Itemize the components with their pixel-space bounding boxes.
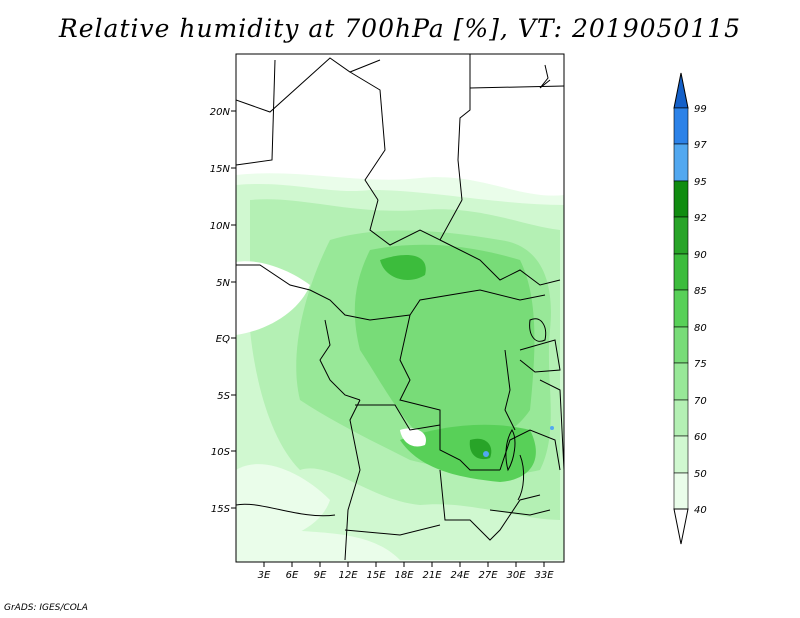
lon-tick-label: 27E [478,570,498,581]
map-frame [235,53,565,563]
colorbar-label: 95 [694,177,707,188]
colorbar-label: 70 [694,396,707,407]
colorbar-segment [673,107,689,145]
lon-tick-label: 30E [506,570,526,581]
humidity-max-spot-1 [483,451,489,457]
humidity-dry-south [236,464,330,545]
colorbar-label: 50 [694,469,707,480]
colorbar-label: 92 [694,213,707,224]
colorbar-label: 75 [694,359,707,370]
grads-credit: GrADS: IGES/COLA [4,603,88,613]
lon-tick-label: 6E [286,570,299,581]
colorbar-label: 97 [694,140,707,151]
colorbar-label: 85 [694,286,707,297]
map-title: Relative humidity at 700hPa [%], VT: 201… [58,14,742,43]
colorbar-segment [673,143,689,182]
lon-axis: 3E 6E 9E 12E 15E 18E 21E 24E 27E 30E 33E [258,562,554,581]
lon-tick-label: 15E [366,570,386,581]
lat-tick-label: 10N [210,221,231,232]
humidity-band-80 [400,424,536,482]
humidity-band-75 [354,244,535,449]
colorbar-segment [673,472,689,510]
colorbar-segment [673,326,689,364]
colorbar-top-arrow [673,72,689,109]
lat-axis: 20N 15N 10N 5N EQ 5S 10S 15S [210,107,236,515]
humidity-dry-gulf [236,261,310,335]
humidity-patch-85 [380,255,426,280]
lat-tick-label: 5N [216,278,230,289]
colorbar-label: 80 [694,323,707,334]
colorbar-bottom-arrow [673,508,689,545]
lat-tick-label: 15S [211,504,231,515]
colorbar-label: 60 [694,432,707,443]
colorbar-label: 99 [694,104,707,115]
lon-tick-label: 12E [338,570,358,581]
lon-tick-label: 21E [422,570,442,581]
lon-tick-label: 24E [450,570,470,581]
lat-tick-label: 15N [210,164,231,175]
colorbar-segment [673,253,689,291]
lon-tick-label: 9E [314,570,327,581]
country-borders [236,54,564,561]
colorbar-segment [673,180,689,218]
colorbar-label: 90 [694,250,707,261]
lon-tick-label: 33E [534,570,554,581]
map-panel [236,54,564,562]
humidity-dry-patch [400,428,426,447]
lon-tick-label: 3E [258,570,271,581]
lat-tick-label: 10S [211,447,231,458]
colorbar: 99 97 95 92 90 85 80 75 70 60 50 40 [673,72,707,545]
humidity-max-spot-2 [550,426,554,430]
lon-tick-label: 18E [394,570,414,581]
colorbar-segment [673,362,689,401]
lat-tick-label: 20N [210,107,231,118]
lakes [505,64,551,501]
colorbar-segment [673,435,689,474]
colorbar-segment [673,289,689,328]
colorbar-segment [673,399,689,437]
colorbar-label: 40 [694,505,707,516]
lat-tick-label: 5S [217,391,230,402]
lat-tick-label: EQ [216,334,230,345]
colorbar-segment [673,216,689,255]
